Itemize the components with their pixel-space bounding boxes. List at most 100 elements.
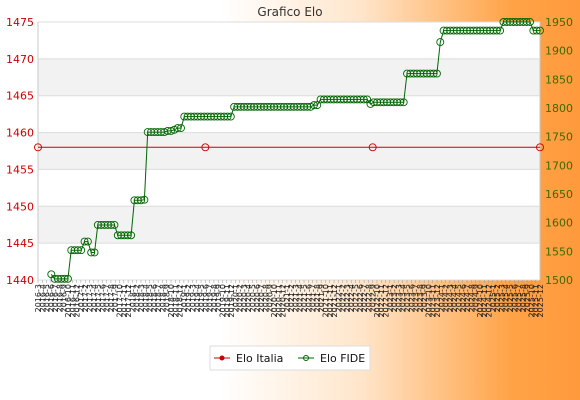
data-point [80,237,89,246]
data-point [313,101,322,110]
y-right-tick-label: 1550 [545,245,573,258]
x-tick-label: 2025-12 [536,284,545,317]
x-tick-label: 2025-11 [532,284,541,317]
y-right-tick-label: 1850 [545,73,573,86]
data-point [368,143,377,152]
data-point [83,237,92,246]
x-tick-label: 2018-7 [154,284,163,312]
x-tick-label: 2017-1 [77,284,86,312]
y-right-tick-label: 1650 [545,188,573,201]
x-tick-label: 2024-6 [459,284,468,312]
x-tick-label: 2021-5 [300,284,309,312]
data-point [536,143,544,152]
grid-band [38,169,540,207]
x-tick-label: 2023-10 [424,284,433,317]
x-tick-label: 2017-4 [90,284,99,312]
data-point [432,69,441,78]
x-tick-label: 2018-12 [176,284,185,317]
data-point [429,69,438,78]
data-point [73,246,82,255]
x-tick-label: 2024-2 [442,284,451,312]
x-tick-label: 2024-1 [437,284,446,312]
x-tick-label: 2023-12 [433,284,442,317]
x-tick-label: 2022-4 [347,284,356,312]
x-tick-label: 2022-11 [377,284,386,317]
data-point [359,95,368,104]
y-left-tick-label: 1455 [6,163,34,176]
data-point [140,195,149,204]
x-tick-label: 2018-5 [146,284,155,312]
y-right-tick-label: 1700 [545,159,573,172]
x-tick-label: 2018-1 [128,284,137,312]
x-tick-label: 2025-9 [523,284,532,312]
x-tick-label: 2017-9 [111,284,120,312]
x-tick-label: 2023-7 [412,284,421,312]
data-point [223,112,232,121]
x-tick-label: 2021-12 [330,284,339,317]
data-point [167,126,175,135]
x-tick-label: 2019-11 [223,284,232,317]
x-tick-label: 2021-7 [309,284,318,312]
x-tick-label: 2021-2 [287,284,296,312]
x-tick-label: 2022-12 [382,284,391,317]
y-right-tick-label: 1950 [545,16,573,29]
x-tick-label: 2020-11 [274,284,283,317]
y-right-tick-label: 1800 [545,102,573,115]
data-point [34,143,42,152]
x-tick-label: 2019-3 [188,284,197,312]
data-point [396,98,405,107]
x-tick-label: 2019-9 [214,284,223,312]
legend-label-elo-italia: Elo Italia [236,352,283,365]
data-point [226,112,235,121]
x-tick-label: 2024-10 [476,284,485,317]
data-point [492,26,501,35]
x-tick-label: 2021-3 [291,284,300,312]
x-tick-label: 2023-3 [394,284,403,312]
x-tick-label: 2020-2 [236,284,245,312]
x-tick-label: 2025-4 [502,284,511,312]
x-tick-label: 2018-4 [141,284,150,312]
x-tick-label: 2018-8 [158,284,167,312]
x-tick-label: 2020-12 [279,284,288,317]
x-tick-label: 2021-1 [283,284,292,312]
x-tick-label: 2024-9 [472,284,481,312]
x-tick-label: 2019-6 [201,284,210,312]
y-left-tick-label: 1445 [6,237,34,250]
x-tick-label: 2024-3 [446,284,455,312]
x-tick-label: 2020-8 [261,284,270,312]
x-tick-label: 2019-12 [227,284,236,317]
x-tick-label: 2017-11 [120,284,129,317]
x-tick-label: 2022-5 [352,284,361,312]
x-tick-label: 2018-11 [171,284,180,317]
x-tick-label: 2023-6 [407,284,416,312]
data-point [526,18,534,26]
x-tick-label: 2018-10 [167,284,176,317]
x-tick-label: 2018-9 [163,284,172,312]
x-tick-label: 2023-2 [390,284,399,312]
y-right-tick-label: 1500 [545,274,573,287]
x-tick-label: 2021-4 [296,284,305,312]
x-tick-label: 2016-3 [34,284,43,312]
x-tick-label: 2024-7 [463,284,472,312]
x-tick-label: 2025-5 [506,284,515,312]
x-tick-label: 2016-11 [68,284,77,317]
data-point [177,124,185,133]
data-point [127,231,136,240]
x-tick-label: 2016-5 [43,284,52,312]
x-tick-label: 2025-1 [489,284,498,312]
x-tick-label: 2021-9 [317,284,326,312]
y-left-tick-label: 1465 [6,90,34,103]
x-tick-label: 2023-4 [399,284,408,312]
x-tick-label: 2017-8 [107,284,116,312]
x-tick-label: 2022-10 [373,284,382,317]
x-tick-label: 2020-5 [249,284,258,312]
x-tick-label: 2018-2 [133,284,142,312]
grid-band [38,132,540,170]
x-tick-label: 2021-6 [304,284,313,312]
data-point [107,221,116,229]
data-point [63,274,72,283]
x-tick-label: 2019-7 [206,284,215,312]
data-point [399,98,408,107]
series-line-elo-fide [50,21,540,280]
x-tick-label: 2016-7 [51,284,60,312]
